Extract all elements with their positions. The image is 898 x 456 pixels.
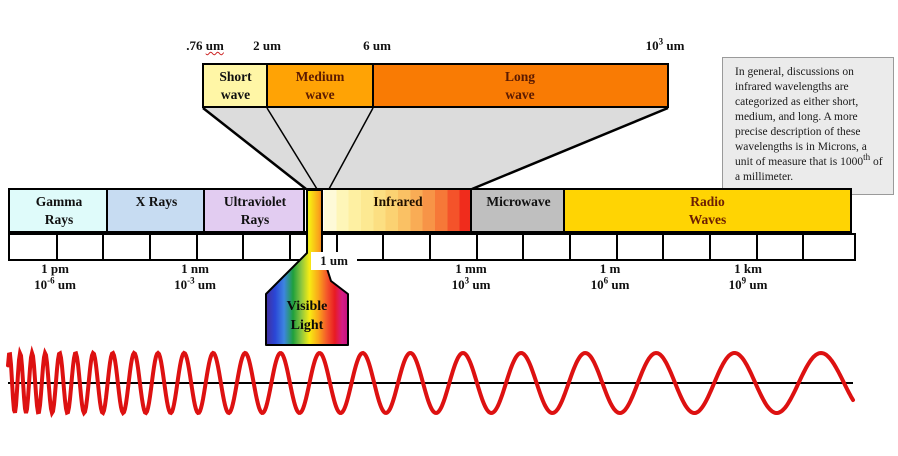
segment-label: Short wave [219,69,252,102]
segment-medium-wave: Medium wave [267,65,373,106]
info-text: of a millimeter. [735,156,883,183]
ruler-tick [615,235,618,259]
ruler-tick [569,235,571,259]
top-tick-076um: .76 um [160,38,250,54]
segment-divider [470,190,472,231]
info-superscript: th [863,152,871,163]
scale-label-1m: 1 m 106 um [590,261,630,292]
segment-microwave: Microwave [472,190,565,231]
bar-border-over-funnel [305,188,325,190]
ruler-tick [755,235,758,259]
tick-text: .76 [186,38,206,53]
segment-infrared: Infrared [324,190,472,231]
scale-label-1mm: 1 mm 103 um [451,261,491,292]
ruler-tick [55,235,58,259]
ruler-tick [102,235,105,259]
wavelength-ruler [8,233,856,261]
top-tick-6um: 6 um [332,38,422,54]
top-tick-1000um: 103 um [620,36,710,54]
tick-text: 2 um [253,38,281,53]
ruler-tick [662,235,665,259]
segment-label: Ultraviolet Rays [223,194,287,227]
tick-unit: um [663,38,685,53]
ruler-tick [382,235,385,259]
ruler-tick [289,235,291,259]
segment-divider [266,65,268,106]
segment-ultraviolet-rays: Ultraviolet Rays [205,190,305,231]
segment-gamma-rays: Gamma Rays [10,190,108,231]
segment-label: Medium wave [295,69,345,102]
segment-label: Gamma Rays [35,194,83,227]
segment-label: X Rays [135,194,178,209]
segment-divider [563,190,565,231]
segment-divider [203,190,205,231]
segment-label: Long wave [504,69,535,102]
top-tick-2um: 2 um [222,38,312,54]
segment-long-wave: Long wave [373,65,667,106]
spectrum-bar: Gamma Rays X Rays Ultraviolet Rays Infrare… [8,188,852,233]
segment-short-wave: Short wave [204,65,267,106]
segment-label: Radio Waves [688,194,727,227]
ruler-tick [242,235,245,259]
segment-x-rays: X Rays [108,190,205,231]
infrared-info-textbox: In general, discussions on infrared wave… [722,57,894,195]
scale-label-1km: 1 km 109 um [728,261,768,292]
scale-label-1pm: 1 pm 10-6 um [34,261,76,292]
visible-light-label: Visible Light [286,299,328,333]
ruler-tick [475,235,478,259]
red-chirp-wave [6,345,855,418]
ruler-tick [149,235,151,259]
ruler-tick [429,235,431,259]
info-text: In general, discussions on infrared wave… [735,66,867,168]
segment-divider [106,190,108,231]
segment-label: Infrared [373,194,423,209]
tick-text: 10 [645,38,659,53]
tick-text: 6 um [363,38,391,53]
tick-exponent: 3 [658,36,664,47]
ruler-tick [195,235,198,259]
segment-divider [303,190,305,231]
segment-divider [372,65,374,106]
ruler-tick [522,235,525,259]
segment-label: Microwave [486,194,551,209]
segment-radio-waves: Radio Waves [565,190,850,231]
scale-label-1nm: 1 nm 10-3 um [174,261,216,292]
infrared-detail-bar: Short wave Medium wave Long wave [202,63,669,108]
ruler-tick [335,235,338,259]
scale-label-1um: 1 um [311,252,357,270]
ruler-tick [709,235,711,259]
ruler-tick [802,235,805,259]
tick-text-wavy-underline: um [205,38,224,53]
